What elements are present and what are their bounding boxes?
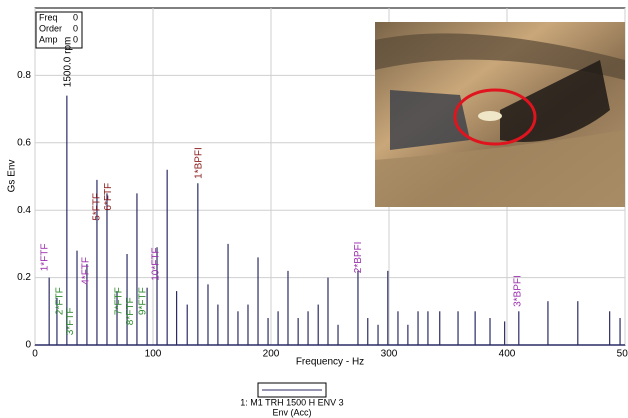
annotation: 6*FTF xyxy=(103,183,114,211)
annotation: 1*BPFI xyxy=(194,147,205,179)
y-tick-label: 0.4 xyxy=(17,205,31,216)
readout-label: Amp xyxy=(39,34,58,44)
legend-trace: 1: M1 TRH 1500 H ENV 3 xyxy=(240,397,343,407)
annotation: 7*FTF xyxy=(113,287,124,315)
annotation: 4*FTF xyxy=(80,257,91,285)
y-axis-label: Gs Env xyxy=(7,160,18,193)
x-tick-label: 200 xyxy=(263,349,280,360)
annotation: 1500.0 rpm xyxy=(63,37,74,88)
x-tick-label: 300 xyxy=(381,349,398,360)
x-axis-label: Frequency - Hz xyxy=(296,357,364,368)
x-tick-label: 0 xyxy=(32,349,38,360)
y-tick-label: 0.8 xyxy=(17,70,31,81)
y-tick-label: 0.6 xyxy=(17,137,31,148)
annotation: 3*FTF xyxy=(65,308,76,336)
annotation: 3*BPFI xyxy=(512,275,523,307)
legend-units: Env (Acc) xyxy=(272,407,311,417)
readout-value: 0 xyxy=(73,23,78,33)
x-tick-label: 100 xyxy=(145,349,162,360)
annotation: 2*BPFI xyxy=(353,242,364,274)
y-tick-label: 0.2 xyxy=(17,272,31,283)
annotation: 2*FTF xyxy=(54,287,65,315)
readout-label: Order xyxy=(39,23,62,33)
inset-photo xyxy=(375,22,625,207)
annotation: 9*FTF xyxy=(138,287,149,315)
readout-box xyxy=(35,11,83,49)
x-tick-label: 400 xyxy=(499,349,516,360)
readout-value: 0 xyxy=(73,34,78,44)
annotation: 1*FTF xyxy=(40,243,51,271)
readout-value: 0 xyxy=(73,12,78,22)
x-tick-label: 500 xyxy=(617,349,628,360)
annotation: 10*FTF xyxy=(151,247,162,280)
annotation: 8*FTF xyxy=(125,297,136,325)
readout-label: Freq xyxy=(39,12,58,22)
y-tick-label: 0 xyxy=(25,340,31,351)
annotation: 5*FTF xyxy=(92,193,103,221)
